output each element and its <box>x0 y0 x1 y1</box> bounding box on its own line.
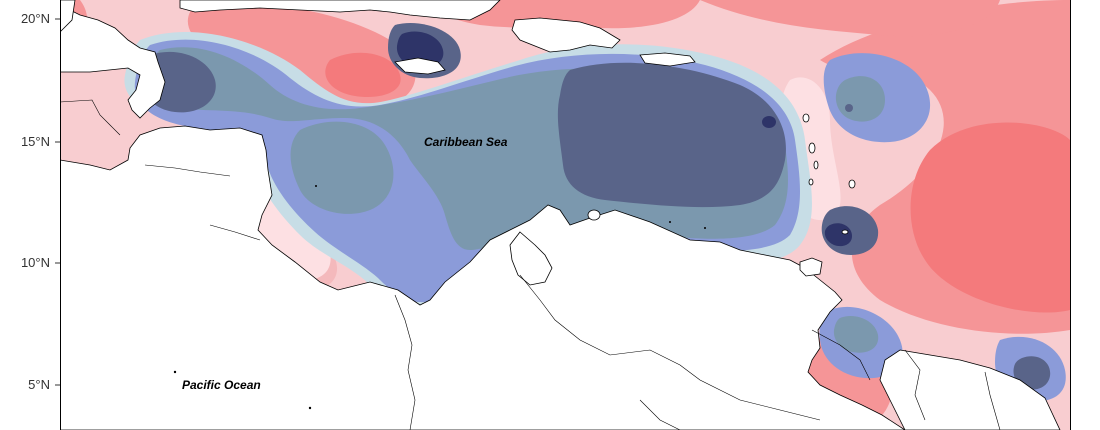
french-guiana-cool-core <box>1013 356 1051 390</box>
mexico-yucatan-land <box>60 7 166 119</box>
lesser-antilles-island-2 <box>808 142 816 154</box>
hispaniola-land <box>511 17 621 53</box>
y-axis-tick-marks <box>55 18 60 386</box>
strong-cool-region <box>557 62 786 208</box>
border-panama-colombia <box>394 294 416 430</box>
caribbean-sea-label: Caribbean Sea <box>424 135 508 149</box>
tobago-island <box>841 229 849 235</box>
island-dot-2 <box>308 406 312 410</box>
guiana-cool-inner <box>833 315 879 353</box>
island-dot-1 <box>173 370 177 374</box>
right-margin <box>1071 0 1100 430</box>
island-dot-3 <box>315 185 317 187</box>
extreme-cool-cores <box>396 31 853 247</box>
guiana-coast-land <box>879 349 1061 430</box>
barbados-island <box>848 179 856 189</box>
barbados-extreme-spot <box>845 104 853 112</box>
border-nicaragua-costa-rica <box>209 224 261 241</box>
margarita-island <box>587 209 601 221</box>
country-borders <box>60 99 1001 430</box>
central-america-south-america-land <box>60 125 906 430</box>
y-tick-label-5n: 5°N <box>28 377 50 392</box>
central-american-cool-patch <box>290 121 394 214</box>
pacific-ocean-label: Pacific Ocean <box>182 378 261 392</box>
cuba-warm-core <box>325 52 401 98</box>
puerto-rico-land <box>639 52 696 67</box>
island-dot-4 <box>669 221 671 223</box>
east-atlantic-red-core <box>910 122 1070 313</box>
border-venezuela-brazil <box>639 399 681 430</box>
border-venezuela-guyana <box>811 329 871 381</box>
lesser-antilles-island-4 <box>808 178 814 186</box>
border-guyana-suriname <box>904 349 926 421</box>
jamaica-extreme-core <box>396 31 444 68</box>
island-dot-5 <box>704 227 706 229</box>
trinidad-land <box>799 257 823 277</box>
landmasses <box>60 0 1061 430</box>
border-colombia-venezuela <box>519 274 821 421</box>
barbados-cool-inner <box>835 76 885 122</box>
border-honduras-nicaragua <box>144 164 231 177</box>
lesser-antilles-island-1 <box>802 113 810 123</box>
y-tick-label-15n: 15°N <box>20 134 50 149</box>
venezuela-peninsula-land <box>509 231 553 286</box>
jamaica-land <box>394 57 446 75</box>
sea-anomaly-field <box>60 0 1070 430</box>
northeast-warm-patch <box>700 0 1000 37</box>
cuba-east-land <box>179 0 501 21</box>
east-caribbean-extreme-spot <box>762 116 776 128</box>
north-warm-band <box>430 0 700 29</box>
border-suriname-french-guiana <box>984 371 1001 430</box>
small-islands <box>173 185 706 410</box>
cuba-land <box>60 0 76 33</box>
y-tick-label-20n: 20°N <box>20 11 50 26</box>
border-guatemala-mexico <box>60 99 121 136</box>
trinidad-extreme-core <box>824 223 852 247</box>
y-tick-label-10n: 10°N <box>20 255 50 270</box>
lesser-antilles-island-3 <box>813 160 819 170</box>
